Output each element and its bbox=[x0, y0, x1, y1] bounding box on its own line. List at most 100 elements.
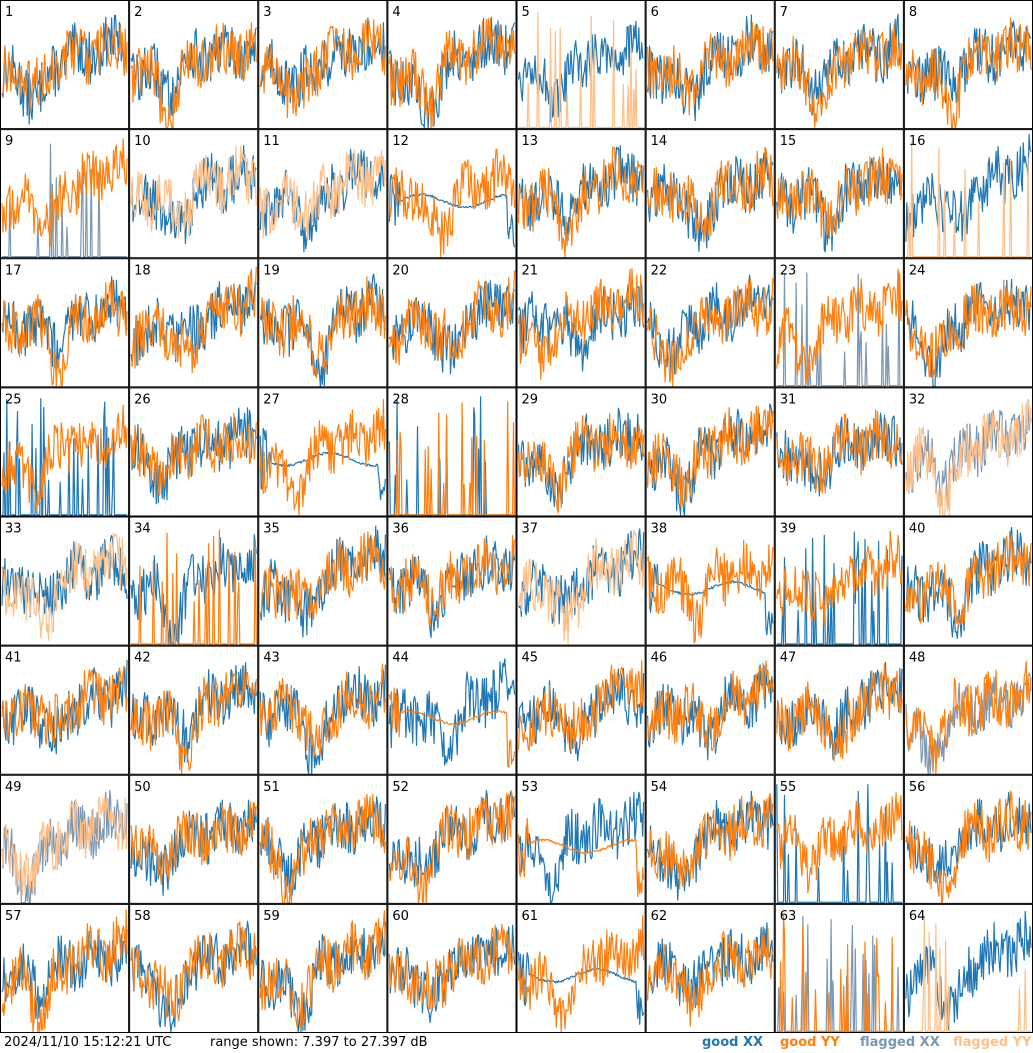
yy-trace bbox=[647, 22, 774, 116]
yy-trace bbox=[130, 145, 257, 239]
panel-label: 37 bbox=[522, 522, 539, 537]
panel-label: 41 bbox=[5, 651, 22, 666]
panel-frame bbox=[774, 903, 904, 1033]
range-text: range shown: 7.397 to 27.397 dB bbox=[210, 1035, 428, 1050]
panel-label: 22 bbox=[651, 263, 668, 278]
xx-trace bbox=[259, 525, 386, 638]
antenna-panel: 57 bbox=[0, 903, 130, 1033]
panel-frame bbox=[387, 645, 517, 775]
legend-good-xx: good XX bbox=[702, 1035, 764, 1050]
xx-trace bbox=[130, 407, 257, 505]
antenna-panel: 36 bbox=[387, 516, 517, 646]
yy-trace bbox=[1, 909, 128, 1033]
panel-frame bbox=[258, 645, 388, 775]
antenna-panel: 54 bbox=[645, 774, 775, 904]
panel-frame bbox=[258, 258, 388, 388]
panel-label: 61 bbox=[522, 909, 539, 924]
yy-trace bbox=[1, 24, 128, 111]
legend-flagged-yy: flagged YY bbox=[953, 1035, 1032, 1050]
panel-label: 38 bbox=[651, 522, 668, 537]
antenna-panel: 21 bbox=[516, 258, 646, 388]
yy-trace bbox=[776, 24, 903, 128]
panel-label: 46 bbox=[651, 651, 668, 666]
panel-frame bbox=[516, 516, 646, 646]
antenna-panel: 10 bbox=[129, 129, 259, 259]
yy-trace bbox=[388, 148, 516, 258]
antenna-panel: 24 bbox=[903, 258, 1033, 388]
panel-label: 5 bbox=[522, 5, 530, 20]
antenna-panel: 28 bbox=[387, 387, 517, 517]
panel-frame bbox=[516, 0, 646, 130]
panel-frame bbox=[0, 0, 130, 130]
yy-trace bbox=[388, 687, 516, 768]
legend-flagged-xx: flagged XX bbox=[860, 1035, 940, 1050]
yy-trace bbox=[259, 663, 386, 757]
panel-frame bbox=[645, 645, 775, 775]
panel-label: 12 bbox=[392, 134, 409, 149]
antenna-panel: 59 bbox=[258, 903, 388, 1033]
yy-trace bbox=[259, 398, 386, 517]
yy-trace bbox=[130, 664, 257, 775]
yy-trace bbox=[905, 17, 1032, 129]
antenna-panel: 41 bbox=[0, 645, 130, 775]
yy-trace bbox=[517, 915, 645, 1033]
antenna-panel: 3 bbox=[258, 0, 388, 130]
yy-trace bbox=[259, 149, 386, 240]
panel-frame bbox=[129, 0, 259, 130]
panel-label: 19 bbox=[263, 263, 280, 278]
antenna-panel: 46 bbox=[645, 645, 775, 775]
panel-label: 30 bbox=[651, 392, 668, 407]
antenna-panel: 23 bbox=[774, 258, 904, 388]
antenna-panel: 4 bbox=[387, 0, 517, 130]
xx-trace bbox=[388, 396, 515, 516]
panel-label: 49 bbox=[5, 780, 22, 795]
antenna-panel: 52 bbox=[387, 774, 517, 904]
panel-frame bbox=[516, 903, 646, 1033]
yy-trace bbox=[776, 914, 902, 1032]
panel-label: 21 bbox=[522, 263, 539, 278]
antenna-panel: 12 bbox=[387, 129, 517, 259]
yy-trace bbox=[388, 535, 516, 626]
panel-label: 62 bbox=[651, 909, 668, 924]
panel-frame bbox=[516, 129, 646, 259]
antenna-panel: 55 bbox=[774, 774, 904, 904]
panel-label: 14 bbox=[651, 134, 668, 149]
panel-label: 54 bbox=[651, 780, 668, 795]
panel-label: 51 bbox=[263, 780, 280, 795]
yy-trace bbox=[647, 539, 774, 644]
panel-label: 28 bbox=[392, 392, 409, 407]
panel-label: 36 bbox=[392, 522, 409, 537]
antenna-panel: 45 bbox=[516, 645, 646, 775]
panel-frame bbox=[129, 387, 259, 517]
antenna-panel: 33 bbox=[0, 516, 130, 646]
panel-frame bbox=[774, 129, 904, 259]
antenna-panel: 22 bbox=[645, 258, 775, 388]
panel-label: 45 bbox=[522, 651, 539, 666]
yy-trace bbox=[647, 277, 774, 387]
panel-label: 47 bbox=[780, 651, 797, 666]
antenna-panel: 37 bbox=[516, 516, 646, 646]
panel-label: 59 bbox=[263, 909, 280, 924]
antenna-panel: 44 bbox=[387, 645, 517, 775]
xx-trace bbox=[776, 412, 903, 497]
panel-label: 50 bbox=[134, 780, 151, 795]
xx-trace bbox=[776, 271, 902, 387]
antenna-panel: 40 bbox=[903, 516, 1033, 646]
panel-label: 64 bbox=[909, 909, 926, 924]
antenna-panel: 7 bbox=[774, 0, 904, 130]
xx-trace bbox=[388, 658, 516, 766]
yy-trace bbox=[259, 531, 386, 621]
panel-label: 31 bbox=[780, 392, 797, 407]
legend-good-yy: good YY bbox=[780, 1035, 840, 1050]
antenna-panel: 29 bbox=[516, 387, 646, 517]
yy-trace bbox=[905, 660, 1032, 775]
panel-label: 53 bbox=[522, 780, 539, 795]
yy-trace bbox=[517, 659, 645, 752]
panel-frame bbox=[0, 516, 130, 646]
panel-frame bbox=[0, 129, 130, 259]
xx-trace bbox=[259, 427, 386, 501]
yy-trace bbox=[1, 665, 128, 745]
panel-label: 58 bbox=[134, 909, 151, 924]
panel-label: 18 bbox=[134, 263, 151, 278]
antenna-panel: 35 bbox=[258, 516, 388, 646]
